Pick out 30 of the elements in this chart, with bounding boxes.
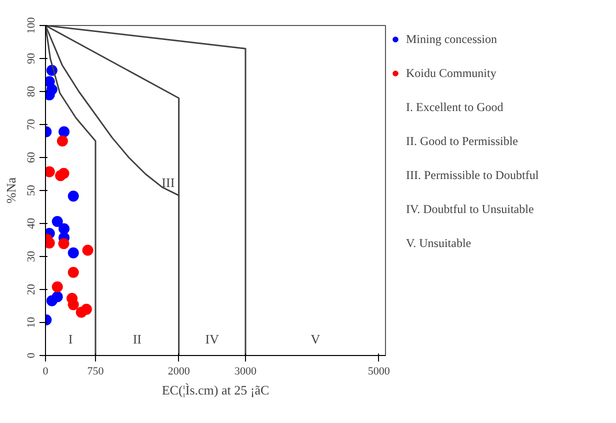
x-tick-label: 3000 — [234, 366, 257, 378]
y-axis-title: %Na — [4, 177, 18, 204]
y-tick-label: 70 — [26, 118, 38, 130]
x-tick-label: 2000 — [168, 366, 190, 378]
y-tick-label: 100 — [26, 16, 38, 34]
annotation: III — [162, 174, 175, 190]
annotation: V — [310, 332, 321, 346]
y-tick-label: 30 — [26, 250, 38, 262]
x-tick-label: 750 — [87, 366, 104, 378]
text: I. Excellent to Good — [406, 100, 504, 114]
text: II. Good to Permissible — [406, 134, 519, 148]
annotation: II — [132, 332, 142, 346]
y-tick-label: 90 — [26, 52, 38, 64]
x-tick-label: 0 — [42, 366, 49, 378]
y-tick-label: 10 — [26, 316, 38, 328]
y-tick-label: 20 — [26, 284, 38, 295]
text: V. Unsuitable — [406, 236, 472, 250]
x-tick-label: 5000 — [368, 366, 390, 378]
y-tick-label: 40 — [26, 218, 38, 229]
text: IV. Doubtful to Unsuitable — [406, 202, 535, 216]
y-tick-label: 80 — [26, 86, 38, 97]
legend-label: Mining concession — [406, 32, 498, 46]
text: III. Permissible to Doubtful — [406, 168, 540, 182]
annotation: I — [68, 332, 73, 346]
y-tick-label: 60 — [26, 152, 38, 163]
y-tick-label: 0 — [26, 352, 38, 358]
legend-label: Koidu Community — [406, 66, 498, 80]
y-tick-label: 50 — [26, 184, 38, 196]
x-axis-title: EC(¦Ìs.cm) at 25 ¡ãC — [162, 382, 270, 398]
annotation: IV — [205, 332, 220, 346]
